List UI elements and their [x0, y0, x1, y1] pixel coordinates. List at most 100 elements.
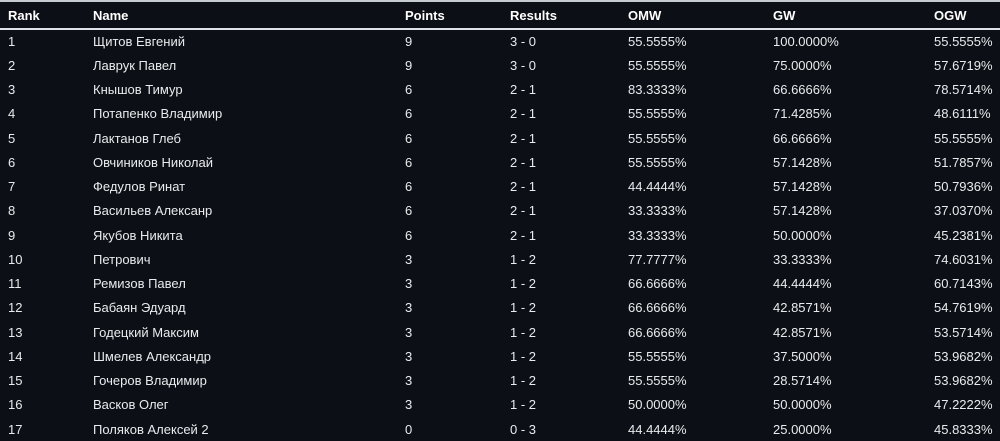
cell-omw: 55.5555%: [628, 348, 687, 364]
cell-points: 3: [405, 373, 413, 389]
cell-gw: 57.1428%: [773, 179, 832, 195]
cell-results: 1 - 2: [510, 324, 537, 340]
cell-points: 6: [405, 179, 413, 195]
cell-gw: 75.0000%: [773, 57, 832, 73]
cell-name: Федулов Ринат: [93, 179, 186, 195]
cell-ogw: 45.8333%: [934, 421, 993, 437]
cell-results: 2 - 1: [510, 154, 537, 170]
table-row: 8 Васильев Алексанр 6 2 - 1 33.3333% 57.1428%…: [0, 199, 1000, 223]
cell-omw: 44.4444%: [628, 421, 687, 437]
table-row: 15 Гочеров Владимир 3 1 - 2 55.5555% 28.5714%…: [0, 369, 1000, 393]
table-row: 5 Лактанов Глеб 6 2 - 1 55.5555% 66.6666% 55.5…: [0, 126, 1000, 150]
cell-gw: 57.1428%: [773, 203, 832, 219]
cell-ogw: 53.5714%: [934, 324, 993, 340]
cell-rank: 17: [8, 421, 23, 437]
cell-gw: 42.8571%: [773, 324, 832, 340]
cell-rank: 4: [8, 106, 16, 122]
cell-name: Васильев Алексанр: [93, 203, 213, 219]
cell-gw: 57.1428%: [773, 154, 832, 170]
cell-ogw: 53.9682%: [934, 348, 993, 364]
cell-ogw: 54.7619%: [934, 300, 993, 316]
cell-gw: 37.5000%: [773, 348, 832, 364]
cell-points: 3: [405, 324, 413, 340]
cell-omw: 66.6666%: [628, 276, 687, 292]
cell-name: Бабаян Эдуард: [93, 300, 186, 316]
cell-ogw: 53.9682%: [934, 373, 993, 389]
cell-name: Кнышов Тимур: [93, 82, 183, 98]
cell-rank: 11: [8, 276, 22, 292]
cell-rank: 1: [8, 34, 16, 50]
cell-points: 0: [405, 421, 413, 437]
cell-rank: 6: [8, 154, 16, 170]
table-header-row: Rank Name Points Results OMW GW OGW: [0, 2, 1000, 30]
column-header-gw: GW: [773, 2, 934, 30]
table-row: 13 Годецкий Максим 3 1 - 2 66.6666% 42.8571% 5…: [0, 320, 1000, 344]
cell-results: 1 - 2: [510, 373, 537, 389]
cell-ogw: 55.5555%: [934, 130, 993, 146]
cell-rank: 7: [8, 179, 16, 195]
cell-ogw: 48.6111%: [934, 106, 991, 122]
cell-ogw: 37.0370%: [934, 203, 993, 219]
table-row: 4 Потапенко Владимир 6 2 - 1 55.5555% 71.4285…: [0, 102, 1000, 126]
cell-points: 6: [405, 227, 413, 243]
cell-name: Петрович: [93, 251, 151, 267]
cell-points: 9: [405, 34, 413, 50]
cell-name: Васков Олег: [93, 397, 169, 413]
cell-omw: 55.5555%: [628, 130, 687, 146]
column-header-points: Points: [405, 2, 510, 30]
cell-name: Щитов Евгений: [93, 34, 185, 50]
cell-omw: 55.5555%: [628, 57, 687, 73]
cell-gw: 50.0000%: [773, 227, 832, 243]
cell-rank: 9: [8, 227, 16, 243]
cell-omw: 66.6666%: [628, 300, 687, 316]
cell-ogw: 74.6031%: [934, 251, 993, 267]
cell-results: 2 - 1: [510, 227, 537, 243]
table-row: 6 Овчиников Николай 6 2 - 1 55.5555% 57.1428%…: [0, 150, 1000, 174]
cell-results: 3 - 0: [510, 34, 537, 50]
cell-rank: 3: [8, 82, 16, 98]
cell-points: 6: [405, 82, 413, 98]
cell-rank: 8: [8, 203, 16, 219]
cell-ogw: 45.2381%: [934, 227, 993, 243]
cell-rank: 14: [8, 348, 23, 364]
cell-omw: 55.5555%: [628, 34, 687, 50]
cell-omw: 55.5555%: [628, 154, 687, 170]
table-row: 10 Петрович 3 1 - 2 77.7777% 33.3333% 74.6031%: [0, 247, 1000, 271]
cell-results: 1 - 2: [510, 300, 537, 316]
cell-ogw: 47.2222%: [934, 397, 993, 413]
cell-name: Лактанов Глеб: [93, 130, 181, 146]
cell-ogw: 60.7143%: [934, 276, 993, 292]
cell-results: 2 - 1: [510, 179, 537, 195]
column-header-results: Results: [510, 2, 628, 30]
column-header-name: Name: [93, 2, 405, 30]
cell-gw: 66.6666%: [773, 82, 832, 98]
cell-name: Лаврук Павел: [93, 57, 177, 73]
table-row: 2 Лаврук Павел 9 3 - 0 55.5555% 75.0000% 57.67…: [0, 53, 1000, 77]
cell-points: 9: [405, 57, 413, 73]
cell-gw: 25.0000%: [773, 421, 832, 437]
cell-rank: 5: [8, 130, 16, 146]
cell-name: Овчиников Николай: [93, 154, 213, 170]
table-row: 16 Васков Олег 3 1 - 2 50.0000% 50.0000% 47.22…: [0, 393, 1000, 417]
cell-points: 3: [405, 251, 413, 267]
cell-omw: 83.3333%: [628, 82, 687, 98]
cell-ogw: 78.5714%: [934, 82, 993, 98]
cell-gw: 44.4444%: [773, 276, 832, 292]
cell-results: 2 - 1: [510, 82, 537, 98]
cell-omw: 50.0000%: [628, 397, 687, 413]
cell-name: Годецкий Максим: [93, 324, 199, 340]
cell-name: Поляков Алексей 2: [93, 421, 209, 437]
cell-gw: 33.3333%: [773, 251, 832, 267]
column-header-omw: OMW: [628, 2, 773, 30]
cell-gw: 28.5714%: [773, 373, 832, 389]
cell-results: 2 - 1: [510, 130, 537, 146]
cell-omw: 55.5555%: [628, 373, 687, 389]
cell-results: 2 - 1: [510, 106, 537, 122]
cell-name: Якубов Никита: [93, 227, 183, 243]
cell-omw: 55.5555%: [628, 106, 687, 122]
cell-rank: 16: [8, 397, 23, 413]
cell-rank: 2: [8, 57, 16, 73]
cell-ogw: 57.6719%: [934, 57, 993, 73]
cell-rank: 15: [8, 373, 23, 389]
